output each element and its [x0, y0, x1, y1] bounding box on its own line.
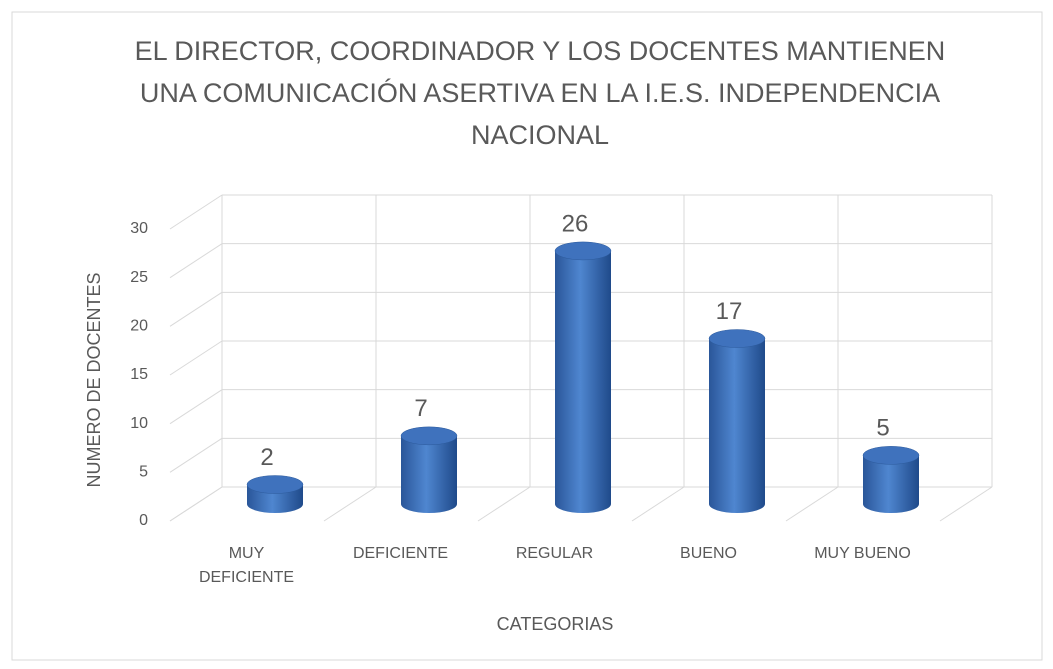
data-label: 7 [414, 395, 427, 422]
bar-top [246, 475, 304, 494]
floor-line [785, 486, 839, 522]
grid-line-side [169, 340, 223, 376]
y-axis-title: NUMERO DE DOCENTES [84, 272, 104, 487]
data-label: 2 [260, 444, 273, 471]
x-axis-title: CATEGORIAS [497, 614, 614, 634]
bar-top [708, 329, 766, 348]
x-tick-label: DEFICIENTE [352, 545, 449, 562]
data-label: 17 [716, 298, 743, 325]
bar [863, 455, 919, 513]
grid-line-side [169, 486, 223, 522]
y-tick-label: 30 [130, 220, 148, 237]
floor-line [477, 486, 531, 522]
grid-line-side [169, 243, 223, 279]
floor-line [323, 486, 377, 522]
data-label: 5 [876, 415, 889, 442]
bar [709, 338, 765, 513]
bar-top [554, 241, 612, 261]
bar [401, 435, 457, 513]
grid-line-side [169, 389, 223, 425]
x-tick-label: BUENO [680, 545, 737, 562]
floor-line [939, 486, 993, 522]
bar-top [862, 446, 920, 465]
y-tick-label: 15 [130, 366, 148, 383]
bar [555, 250, 611, 513]
grid-line-side [169, 194, 223, 230]
floor-line [631, 486, 685, 522]
x-tick-label: MUY BUENO [814, 545, 911, 562]
bar-top [400, 426, 458, 446]
grid-line-side [169, 437, 223, 473]
y-tick-label: 10 [130, 415, 148, 432]
x-tick-label: MUY DEFICIENTE [198, 545, 295, 586]
chart-title: EL DIRECTOR, COORDINADOR Y LOS DOCENTES … [134, 36, 946, 150]
y-tick-label: 0 [139, 512, 148, 529]
data-label: 26 [562, 210, 589, 237]
chart-border [11, 11, 1043, 661]
x-tick-label: REGULAR [515, 545, 594, 562]
y-tick-label: 25 [130, 269, 148, 286]
grid-line-side [169, 291, 223, 327]
y-tick-label: 20 [130, 318, 148, 335]
y-tick-label: 5 [139, 464, 148, 481]
